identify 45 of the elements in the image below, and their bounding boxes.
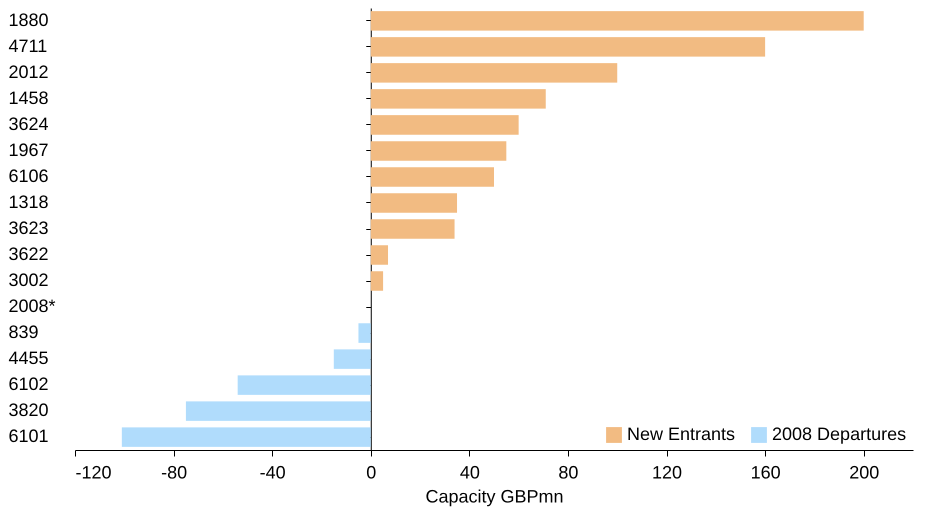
bar — [370, 167, 494, 187]
bar — [186, 401, 371, 421]
x-tick-label: 200 — [849, 462, 880, 482]
x-tick-label: 120 — [652, 462, 682, 482]
x-tick-label: 160 — [750, 462, 781, 482]
y-tick-label: 1458 — [8, 88, 49, 108]
bar — [370, 193, 458, 213]
bar — [122, 427, 371, 447]
x-tick-label: 40 — [460, 462, 480, 482]
y-tick-label: 2012 — [8, 62, 49, 82]
y-tick-label: 6102 — [8, 374, 49, 394]
bar — [358, 323, 371, 343]
bar — [370, 271, 384, 291]
x-tick-label: -120 — [76, 462, 112, 482]
y-tick-label: 6101 — [8, 426, 49, 446]
legend-label: New Entrants — [627, 424, 736, 444]
x-tick-label: 0 — [366, 462, 376, 482]
x-tick-label: -40 — [260, 462, 286, 482]
y-tick-label: 3624 — [8, 114, 49, 134]
legend-label: 2008 Departures — [772, 424, 906, 444]
x-tick-label: -80 — [161, 462, 188, 482]
bar — [370, 37, 766, 57]
bar — [334, 349, 371, 369]
y-tick-label: 839 — [8, 322, 39, 342]
y-tick-label: 3623 — [8, 218, 49, 238]
bar — [370, 63, 618, 83]
bar — [370, 11, 864, 31]
y-tick-label: 4455 — [8, 348, 49, 368]
bar — [370, 141, 506, 161]
bar — [370, 219, 455, 239]
y-tick-label: 3622 — [8, 244, 49, 264]
y-tick-label: 3820 — [8, 400, 49, 420]
y-tick-label: 1318 — [8, 192, 49, 212]
y-tick-label: 6106 — [8, 166, 49, 186]
x-axis-title: Capacity GBPmn — [425, 486, 564, 506]
bar — [238, 375, 371, 395]
y-tick-label: 4711 — [8, 36, 48, 56]
y-tick-label: 3002 — [8, 270, 49, 290]
y-tick-label: 1967 — [8, 140, 49, 160]
y-tick-label: 1880 — [8, 10, 49, 30]
x-tick-label: 80 — [558, 462, 578, 482]
y-tick-label: 2008* — [8, 296, 56, 316]
bar — [370, 245, 388, 265]
bar — [370, 115, 519, 135]
bar — [370, 89, 546, 109]
